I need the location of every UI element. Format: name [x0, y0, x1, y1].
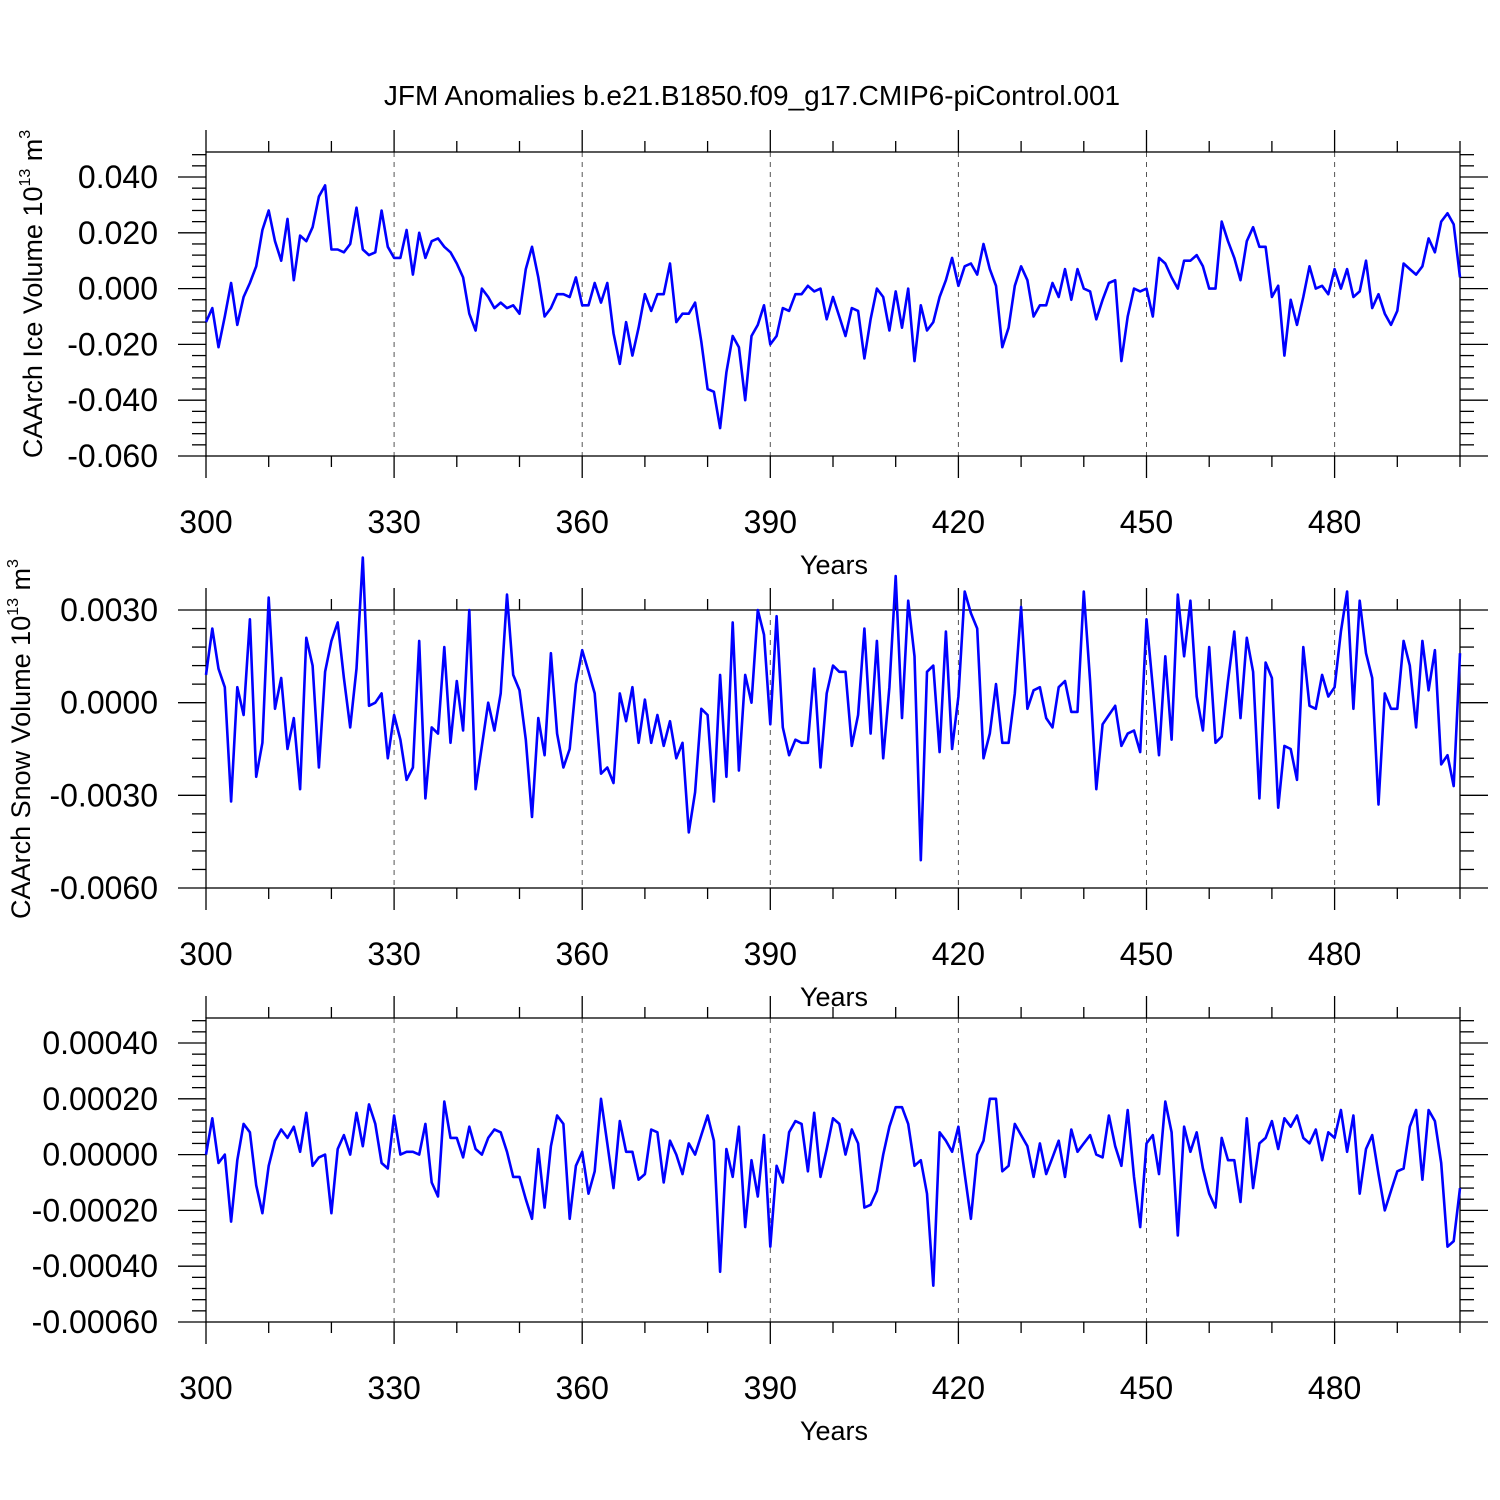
ice-area-ytick-label-4: 0.00020 [42, 1081, 158, 1117]
panel-ice-volume: -0.060 -0.040 -0.020 0.000 0.020 0.040 300 330 3… [17, 130, 1488, 580]
snow-volume-ytick-label-2: 0.0000 [60, 685, 158, 721]
ice-area-ytick-label-0: -0.00060 [32, 1304, 158, 1340]
ice-area-series-line [204, 1097, 1462, 1287]
snow-volume-yaxis-title: CAArch Snow Volume 1013 m3 [5, 559, 36, 919]
snow-volume-xtick-label-0: 300 [179, 936, 232, 972]
snow-volume-xaxis-title: Years [800, 982, 868, 1012]
snow-volume-ytick-label-3: 0.0030 [60, 592, 158, 628]
panel-snow-volume: -0.0060 -0.0030 0.0000 0.0030 300 330 360 390 42… [5, 556, 1488, 1012]
ice-area-xaxis-title: Years [800, 1416, 868, 1446]
ice-volume-ytick-label-0: -0.060 [67, 438, 158, 474]
snow-volume-ytick-label-0: -0.0060 [49, 870, 158, 906]
ice-area-ytick-label-3: 0.00000 [42, 1137, 158, 1173]
ice-volume-xtick-label-3: 390 [744, 504, 797, 540]
snow-volume-xtick-label-2: 360 [556, 936, 609, 972]
ice-volume-xtick-label-2: 360 [556, 504, 609, 540]
ice-volume-xtick-label-4: 420 [932, 504, 985, 540]
ice-area-ytick-label-5: 0.00040 [42, 1025, 158, 1061]
ice-volume-series-line [204, 184, 1462, 430]
ice-volume-xtick-label-6: 480 [1308, 504, 1361, 540]
snow-volume-xtick-label-1: 330 [367, 936, 420, 972]
ice-volume-xtick-label-1: 330 [367, 504, 420, 540]
ice-volume-xtick-label-0: 300 [179, 504, 232, 540]
snow-volume-xtick-label-3: 390 [744, 936, 797, 972]
ice-area-xtick-label-1: 330 [367, 1370, 420, 1406]
ice-area-xtick-label-4: 420 [932, 1370, 985, 1406]
ice-volume-yaxis-title: CAArch Ice Volume 1013 m3 [17, 130, 48, 458]
snow-volume-xtick-label-4: 420 [932, 936, 985, 972]
ice-volume-ytick-label-4: 0.020 [78, 215, 158, 251]
panel-ice-area: -0.00060 -0.00040 -0.00020 0.00000 0.00020 0.… [32, 996, 1488, 1446]
ice-volume-ytick-label-5: 0.040 [78, 159, 158, 195]
ice-volume-ytick-label-2: -0.020 [67, 326, 158, 362]
ice-area-ytick-label-2: -0.00020 [32, 1192, 158, 1228]
ice-volume-xtick-label-5: 450 [1120, 504, 1173, 540]
snow-volume-ytick-label-1: -0.0030 [49, 777, 158, 813]
snow-volume-xtick-label-6: 480 [1308, 936, 1361, 972]
ice-volume-ytick-label-3: 0.000 [78, 271, 158, 307]
ice-area-ytick-label-1: -0.00040 [32, 1248, 158, 1284]
ice-area-xtick-label-3: 390 [744, 1370, 797, 1406]
ice-volume-ytick-label-1: -0.040 [67, 382, 158, 418]
snow-volume-xtick-label-5: 450 [1120, 936, 1173, 972]
snow-volume-series-line [204, 556, 1462, 862]
ice-area-xtick-label-5: 450 [1120, 1370, 1173, 1406]
ice-area-xtick-label-2: 360 [556, 1370, 609, 1406]
ice-area-xtick-label-0: 300 [179, 1370, 232, 1406]
ice-area-xtick-label-6: 480 [1308, 1370, 1361, 1406]
ice-volume-xaxis-title: Years [800, 550, 868, 580]
figure-title: JFM Anomalies b.e21.B1850.f09_g17.CMIP6-… [384, 80, 1120, 111]
